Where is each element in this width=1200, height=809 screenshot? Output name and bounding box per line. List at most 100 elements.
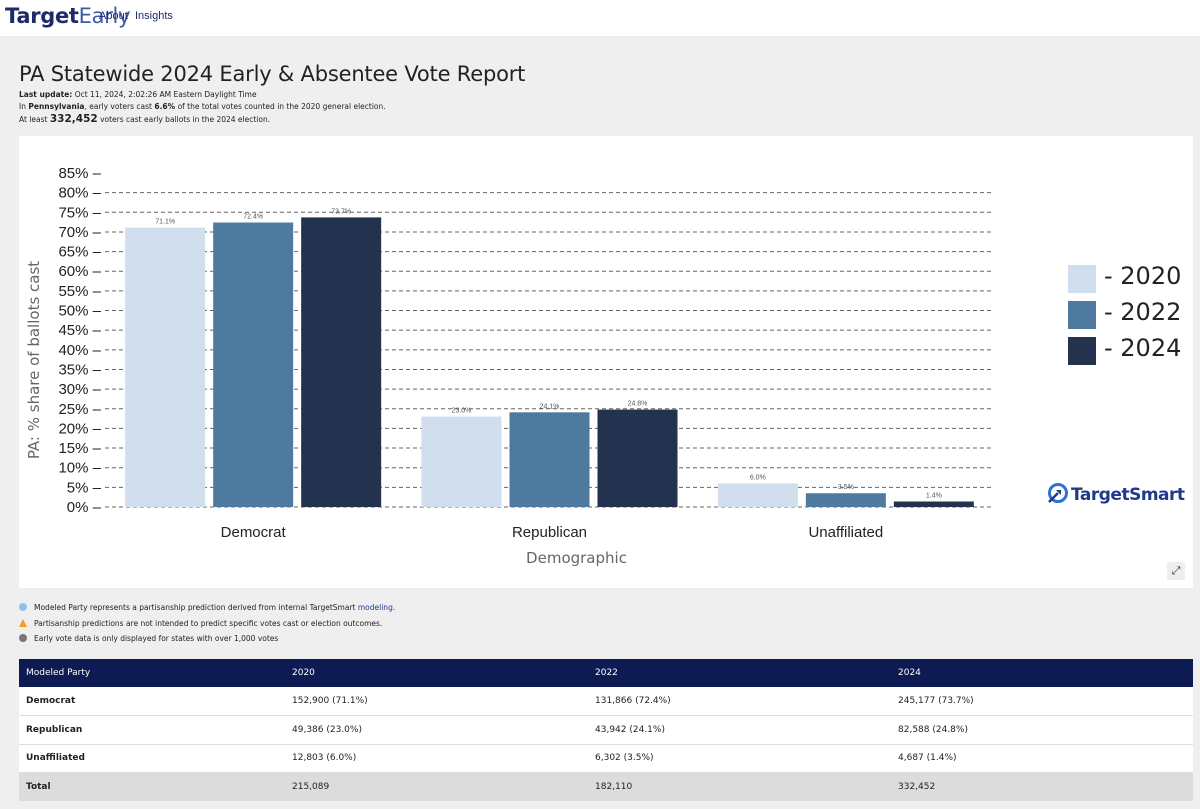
chart-card: 0% – 5% – 10% – 15% – 20% – 25% – 30% – 35% – 40… [19,136,1193,588]
table-cell-party: Unaffiliated [19,744,285,773]
turnout-mid: , early voters cast [84,102,152,111]
targetsmart-mark-icon [1048,483,1068,503]
y-tick-label: 40% – [58,342,101,359]
y-tick-label: 80% – [58,185,101,202]
last-update-value: Oct 11, 2024, 2:02:26 AM Eastern Dayligh… [74,90,257,99]
bar-value-label: 73.7% [331,208,351,215]
bar-value-label: 71.1% [155,219,175,226]
table-cell: 12,803 (6.0%) [285,744,588,773]
legend-swatch-2020 [1068,265,1096,293]
turnout-pct: 6.6% [154,102,176,111]
ballots-suffix: voters cast early ballots in the 2024 el… [100,115,271,124]
table-row: Democrat 152,900 (71.1%) 131,866 (72.4%)… [19,687,1193,716]
bar-chart: 0% – 5% – 10% – 15% – 20% – 25% – 30% – 35% – 40… [25,165,994,567]
bar-value-label: 72.4% [243,214,263,221]
expand-chart-button[interactable]: ⤢ [1167,562,1185,580]
brand-logo-light: Early [78,4,131,28]
table-cell: 245,177 (73.7%) [891,687,1193,716]
note-modeled-party-text: Modeled Party represents a partisanship … [34,603,356,612]
bar-unaffiliated-2024 [893,501,974,507]
last-update-line: Last update: Oct 11, 2024, 2:02:26 AM Ea… [19,90,257,99]
bar-unaffiliated-2022 [805,493,886,507]
nav-link-about[interactable]: About [99,10,128,22]
y-tick-label: 85% – [58,165,101,182]
table-header-2024: 2024 [891,659,1193,687]
ballots-count: 332,452 [49,113,98,125]
bar-democrat-2022 [213,222,294,507]
table-header-2020: 2020 [285,659,588,687]
state-name: Pennsylvania [28,102,85,111]
bar-republican-2022 [509,412,590,507]
y-tick-label: 60% – [58,263,101,280]
y-tick-label: 5% – [67,479,102,496]
bar-republican-2020 [421,416,502,507]
brand-logo[interactable]: TargetEarly [5,4,131,28]
y-tick-label: 15% – [58,440,101,457]
table-total-row: Total 215,089 182,110 332,452 [19,772,1193,801]
bar-republican-2024 [597,409,678,507]
y-tick-label: 20% – [58,420,101,437]
note-partisanship-warning: Partisanship predictions are not intende… [19,619,382,628]
navbar: TargetEarly About Insights [0,0,1200,36]
page-title: PA Statewide 2024 Early & Absentee Vote … [19,62,526,86]
note-threshold-text: Early vote data is only displayed for st… [34,634,279,643]
table-cell: 43,942 (24.1%) [588,715,891,745]
warning-icon [19,619,27,627]
y-tick-label: 35% – [58,361,101,378]
bar-value-label: 1.4% [926,492,942,499]
table-cell: 4,687 (1.4%) [891,744,1193,773]
turnout-suffix: of the total votes counted in the 2020 g… [177,102,386,111]
x-tick-label: Unaffiliated [808,524,883,541]
y-tick-label: 45% – [58,322,101,339]
table-cell-party: Republican [19,715,285,745]
table-cell: 131,866 (72.4%) [588,687,891,716]
party-breakdown-table: Modeled Party 2020 2022 2024 Democrat 15… [19,659,1193,801]
table-cell: 82,588 (24.8%) [891,715,1193,745]
y-tick-label: 10% – [58,460,101,477]
legend-label-2024: - 2024 [1104,334,1182,362]
bar-democrat-2020 [125,227,206,507]
table-cell-total: 182,110 [588,772,891,801]
bar-value-label: 24.1% [540,403,560,410]
table-row: Unaffiliated 12,803 (6.0%) 6,302 (3.5%) … [19,744,1193,773]
nav-link-insights[interactable]: Insights [135,10,173,22]
early-ballots-line: At least 332,452 voters cast early ballo… [19,113,270,125]
brand-logo-bold: Target [5,4,79,28]
y-axis-title: PA: % share of ballots cast [25,261,43,459]
targetsmart-logo: TargetSmart [1047,482,1185,508]
bar-democrat-2024 [301,217,382,507]
note-modeled-party-tail: . [392,603,396,612]
y-tick-label: 70% – [58,224,101,241]
legend-swatch-2024 [1068,337,1096,365]
note-warning-text: Partisanship predictions are not intende… [34,619,383,628]
legend-swatch-2022 [1068,301,1096,329]
table-cell-total-label: Total [19,772,285,801]
y-tick-label: 50% – [58,303,101,320]
table-row: Republican 49,386 (23.0%) 43,942 (24.1%)… [19,715,1193,745]
bar-value-label: 24.8% [628,401,648,408]
info-icon [19,603,27,611]
table-cell: 49,386 (23.0%) [285,715,588,745]
bar-value-label: 3.5% [838,484,854,491]
y-tick-label: 55% – [58,283,101,300]
y-tick-label: 30% – [58,381,101,398]
y-tick-label: 0% – [67,499,102,516]
y-tick-label: 75% – [58,204,101,221]
bar-value-label: 23.0% [452,408,472,415]
ballots-prefix: At least [19,115,48,124]
x-tick-label: Democrat [221,524,287,541]
turnout-share-line: In Pennsylvania, early voters cast 6.6% … [19,102,386,111]
turnout-prefix: In [19,102,26,111]
table-header-2022: 2022 [588,659,891,687]
y-tick-label: 65% – [58,244,101,261]
legend-label-2022: - 2022 [1104,298,1182,326]
table-cell: 6,302 (3.5%) [588,744,891,773]
info-dark-icon [19,634,27,642]
expand-icon: ⤢ [1171,565,1181,577]
x-axis-title: Demographic [526,549,627,567]
modeling-link[interactable]: modeling [357,603,393,612]
note-modeled-party: Modeled Party represents a partisanship … [19,603,395,612]
legend-label-2020: - 2020 [1104,262,1182,290]
table-header-row: Modeled Party 2020 2022 2024 [19,659,1193,687]
y-tick-label: 25% – [58,401,101,418]
